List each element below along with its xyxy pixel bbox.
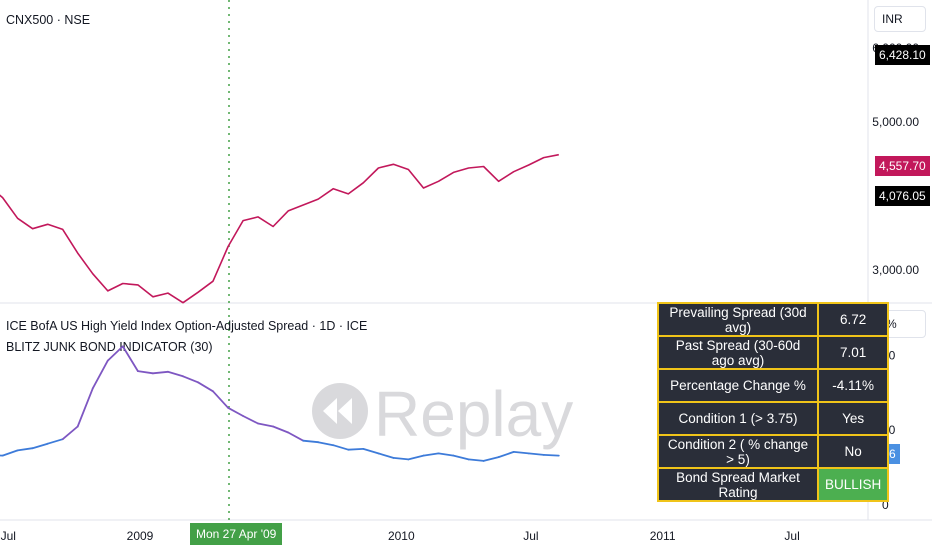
indicator-label[interactable]: BLITZ JUNK BOND INDICATOR (30): [6, 340, 213, 354]
spread-series-segment: [407, 454, 425, 461]
spread-series-segment: [272, 425, 290, 434]
spread-series-segment: [121, 345, 139, 373]
spread-series-segment: [182, 375, 199, 384]
rating-value: BULLISH: [816, 467, 890, 502]
price-tick-label: 5,000.00: [872, 115, 919, 129]
bond-indicator-table: Prevailing Spread (30d avg) 6.72 Past Spre…: [657, 302, 890, 502]
rewind-icon: [312, 383, 368, 439]
symbol-title[interactable]: CNX500 · NSE: [6, 13, 90, 27]
crosshair-date-label: Mon 27 Apr '09: [190, 523, 283, 545]
spread-series-segment: [227, 406, 245, 417]
spread-series-segment: [61, 425, 79, 441]
sub-pane-title[interactable]: ICE BofA US High Yield Index Option-Adju…: [6, 319, 367, 333]
table-row: Past Spread (30-60d ago avg) 7.01: [657, 335, 890, 370]
table-row-value: No: [816, 434, 890, 469]
spread-series-segment: [257, 422, 275, 428]
table-row-label: Bond Spread Market Rating: [657, 467, 819, 502]
spread-series-segment: [302, 439, 320, 444]
watermark-text: Replay: [374, 378, 573, 450]
spread-series-segment: [392, 456, 410, 461]
spread-series-segment: [422, 452, 440, 457]
spread-series-segment: [317, 441, 335, 447]
spread-series-segment: [46, 438, 64, 445]
spread-series-segment: [76, 387, 94, 428]
top-price-badge: 6,428.10: [875, 45, 930, 65]
spread-series-segment: [347, 447, 365, 451]
spread-series-segment: [437, 452, 455, 457]
spread-series-segment: [527, 452, 545, 456]
crosshair-price-badge: 4,076.05: [875, 186, 930, 206]
table-row-value: Yes: [816, 401, 890, 436]
table-row-value: -4.11%: [816, 368, 890, 403]
spread-series-segment: [542, 453, 560, 457]
time-axis: Jul2009Jul2010Jul2011Jul: [1, 529, 800, 543]
time-axis-label: 2011: [650, 529, 676, 543]
time-axis-label: Jul: [523, 529, 538, 543]
table-row: Bond Spread Market Rating BULLISH: [657, 467, 890, 502]
time-axis-label: 2009: [127, 529, 154, 543]
spread-series-segment: [166, 370, 184, 378]
table-row: Percentage Change % -4.11%: [657, 368, 890, 403]
spread-series-segment: [467, 458, 485, 462]
spread-series-segment: [377, 452, 395, 459]
spread-series-segment: [452, 454, 470, 461]
table-row-label: Percentage Change %: [657, 368, 819, 403]
table-row-value: 7.01: [816, 335, 890, 370]
spread-series-segment: [212, 390, 230, 409]
table-row-label: Condition 1 (> 3.75): [657, 401, 819, 436]
price-series-line: [0, 153, 559, 304]
spread-series-segment: [0, 454, 4, 457]
spread-series-segment: [482, 456, 500, 462]
spread-tick-label: 0: [882, 498, 889, 512]
time-axis-label: 2010: [388, 529, 415, 543]
spread-series-segment: [197, 381, 214, 393]
spread-series-segment: [91, 359, 109, 390]
price-tick-label: 3,000.00: [872, 263, 919, 277]
current-price-badge: 4,557.70: [875, 156, 930, 176]
spread-series-segment: [287, 431, 305, 442]
spread-series-segment: [1, 449, 19, 457]
replay-watermark: Replay: [312, 378, 573, 450]
table-row-label: Condition 2 ( % change > 5): [657, 434, 819, 469]
table-row-label: Prevailing Spread (30d avg): [657, 302, 819, 337]
table-row-label: Past Spread (30-60d ago avg): [657, 335, 819, 370]
spread-series-segment: [16, 447, 34, 452]
table-row: Prevailing Spread (30d avg) 6.72: [657, 302, 890, 337]
spread-series-segment: [136, 370, 154, 375]
spread-series-segment: [332, 444, 350, 451]
main-plot: [0, 153, 559, 304]
time-axis-label: Jul: [784, 529, 799, 543]
spread-series-segment: [106, 345, 124, 362]
spread-series-segment: [362, 447, 380, 455]
currency-button[interactable]: INR: [874, 6, 926, 32]
time-axis-label: Jul: [1, 529, 16, 543]
spread-series-segment: [242, 415, 260, 425]
spread-series-segment: [31, 442, 49, 450]
rewind-icon-arrows: [323, 398, 352, 424]
table-row: Condition 1 (> 3.75) Yes: [657, 401, 890, 436]
table-row-value: 6.72: [816, 302, 890, 337]
sub-plot: [0, 345, 560, 462]
spread-series-segment: [512, 450, 530, 455]
spread-series-segment: [151, 370, 169, 375]
spread-series-segment: [497, 450, 515, 459]
table-row: Condition 2 ( % change > 5) No: [657, 434, 890, 469]
